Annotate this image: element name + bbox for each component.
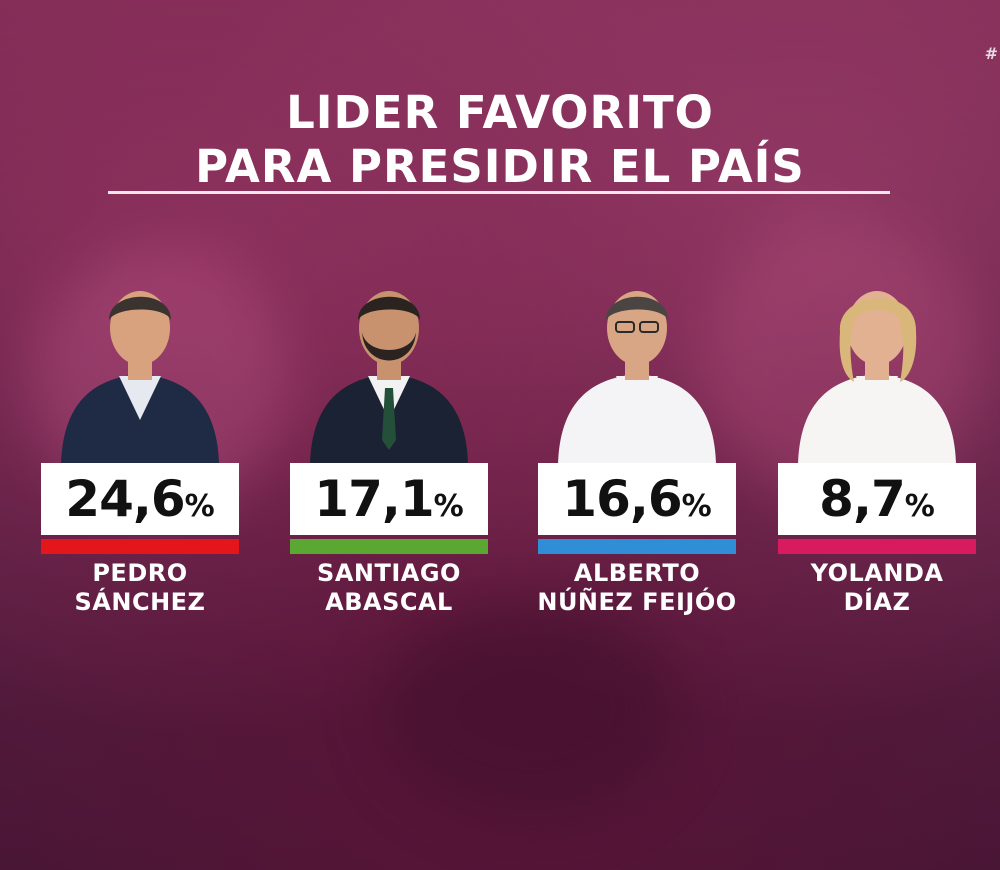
- candidate-card: 16,6% ALBERTO NÚÑEZ FEIJÓO: [537, 270, 736, 616]
- candidate-name-line-2: ABASCAL: [325, 588, 453, 616]
- percentage-value: 17,1: [314, 470, 434, 528]
- candidate-portrait: [41, 270, 239, 464]
- candidate-card: 24,6% PEDRO SÁNCHEZ: [41, 270, 239, 616]
- title-line-2: PARA PRESIDIR EL PAÍS: [195, 140, 805, 193]
- candidate-name-line-1: ALBERTO: [573, 559, 701, 587]
- candidate-name-line-1: SANTIAGO: [317, 559, 461, 587]
- party-color-bar: [41, 539, 239, 554]
- percent-sign: %: [184, 489, 215, 524]
- candidate-card: 8,7% YOLANDA DÍAZ: [778, 270, 976, 616]
- corner-mark: #: [984, 44, 998, 63]
- candidate-portrait: [290, 270, 488, 464]
- candidate-name-line-1: YOLANDA: [810, 559, 944, 587]
- candidate-name: YOLANDA DÍAZ: [758, 559, 996, 617]
- candidate-name-line-2: DÍAZ: [843, 588, 911, 616]
- percent-sign: %: [433, 489, 464, 524]
- percentage-box: 16,6%: [538, 463, 736, 535]
- percent-sign: %: [904, 489, 935, 524]
- candidate-name-line-2: NÚÑEZ FEIJÓO: [537, 588, 737, 616]
- candidate-name-line-2: SÁNCHEZ: [74, 588, 206, 616]
- candidate-name: SANTIAGO ABASCAL: [270, 559, 508, 617]
- candidate-card: 17,1% SANTIAGO ABASCAL: [290, 270, 488, 616]
- percentage-value: 16,6: [562, 470, 682, 528]
- candidate-portrait: [538, 270, 736, 464]
- party-color-bar: [290, 539, 488, 554]
- candidate-name: PEDRO SÁNCHEZ: [21, 559, 259, 617]
- percentage-value: 24,6: [65, 470, 185, 528]
- percent-sign: %: [681, 489, 712, 524]
- title-line-1: LIDER FAVORITO: [286, 86, 714, 139]
- percentage-value: 8,7: [819, 470, 906, 528]
- candidate-name: ALBERTO NÚÑEZ FEIJÓO: [518, 559, 756, 617]
- chart-title: LIDER FAVORITO PARA PRESIDIR EL PAÍS: [0, 86, 1000, 194]
- party-color-bar: [778, 539, 976, 554]
- candidate-name-line-1: PEDRO: [92, 559, 188, 587]
- percentage-box: 24,6%: [41, 463, 239, 535]
- party-color-bar: [538, 539, 736, 554]
- candidate-portrait: [778, 270, 976, 464]
- percentage-box: 8,7%: [778, 463, 976, 535]
- title-underline: [108, 191, 890, 194]
- percentage-box: 17,1%: [290, 463, 488, 535]
